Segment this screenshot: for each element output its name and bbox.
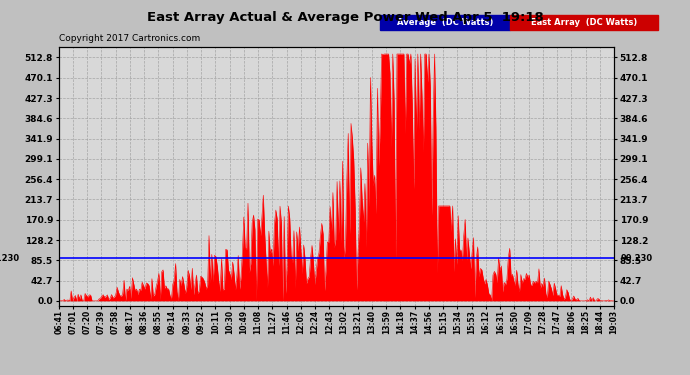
Text: 90.230: 90.230 — [0, 254, 20, 262]
Bar — [380, 15, 510, 30]
Text: East Array Actual & Average Power Wed Apr 5  19:18: East Array Actual & Average Power Wed Ap… — [146, 11, 544, 24]
Text: Copyright 2017 Cartronics.com: Copyright 2017 Cartronics.com — [59, 34, 200, 43]
Text: East Array  (DC Watts): East Array (DC Watts) — [531, 18, 637, 27]
Text: 90.230: 90.230 — [621, 254, 653, 262]
Bar — [510, 15, 658, 30]
Text: Average  (DC Watts): Average (DC Watts) — [397, 18, 493, 27]
